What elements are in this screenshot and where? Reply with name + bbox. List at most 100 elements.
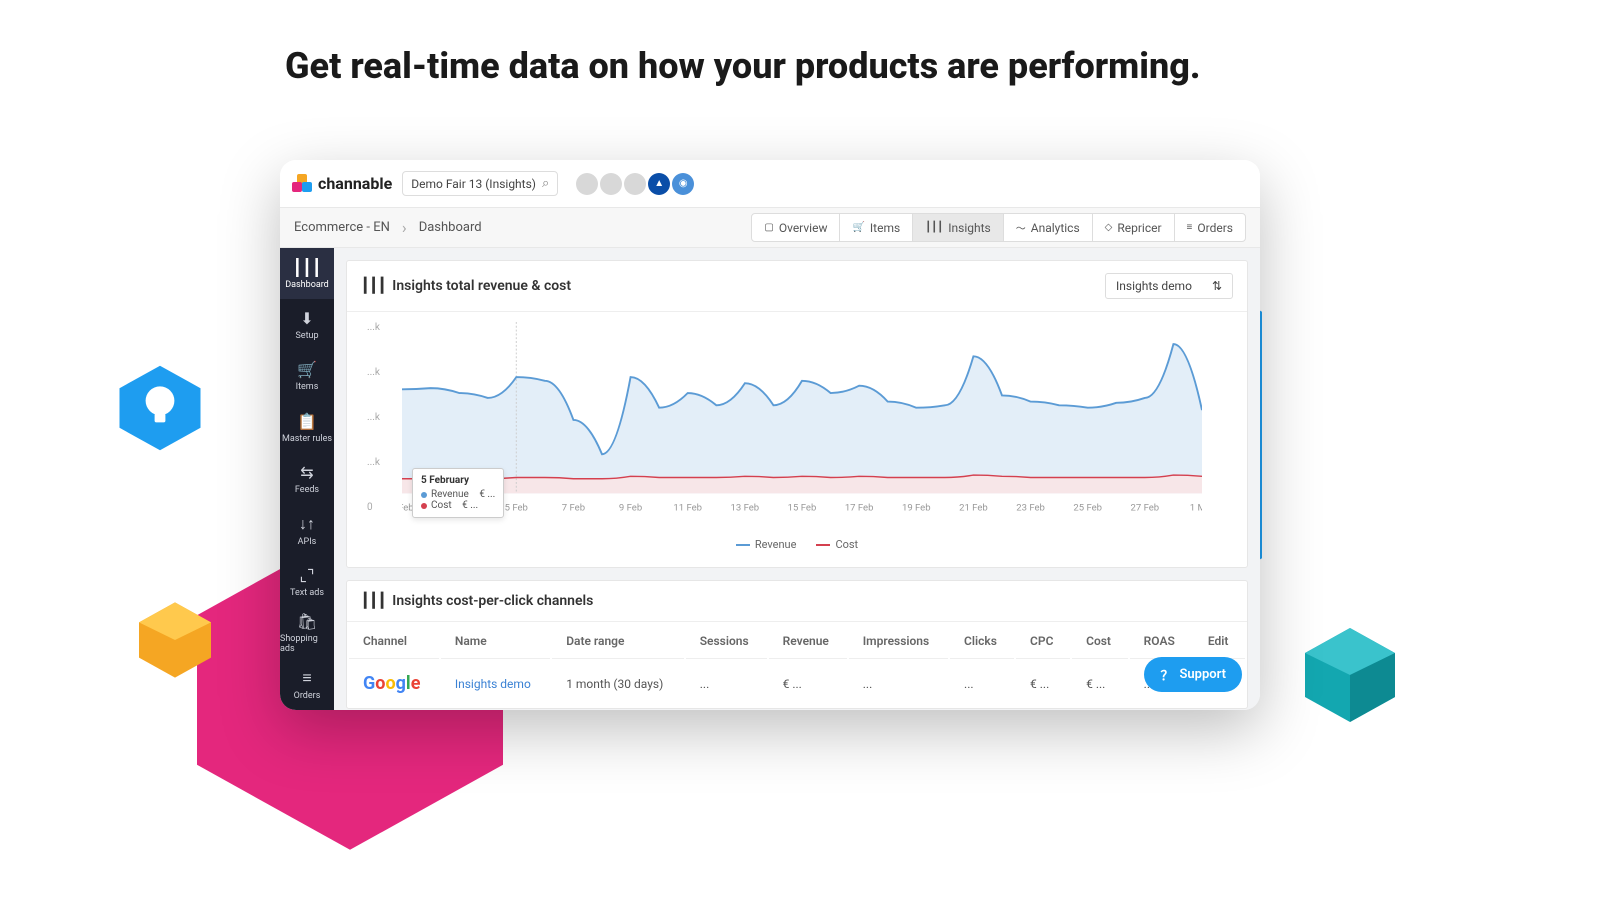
sidebar-icon: ⇆: [300, 463, 313, 482]
content-area: ┃┃┃ Insights total revenue & cost Insigh…: [334, 248, 1260, 710]
sidebar-icon: ↓↑: [299, 514, 315, 534]
svg-text:17 Feb: 17 Feb: [845, 503, 874, 514]
tab-items[interactable]: 🛒Items: [840, 214, 913, 241]
tab-label: Analytics: [1031, 221, 1080, 235]
col-name: Name: [441, 624, 550, 659]
sidebar-item-orders[interactable]: ≡ Orders: [280, 659, 334, 710]
avatar-icon[interactable]: ◉: [672, 173, 694, 195]
y-tick: 0: [367, 502, 373, 513]
breadcrumb-a[interactable]: Ecommerce - EN: [294, 220, 390, 235]
card-header: ┃┃┃ Insights total revenue & cost Insigh…: [347, 261, 1247, 312]
breadcrumb-b[interactable]: Dashboard: [419, 220, 482, 235]
avatar-icon[interactable]: ▲: [648, 173, 670, 195]
chart-body: ...k...k...k...k0 1 Feb3 Feb5 Feb7 Feb9 …: [347, 312, 1247, 567]
sidebar-label: APIs: [298, 537, 317, 547]
tab-icon: ◇: [1105, 222, 1113, 233]
col-sessions: Sessions: [686, 624, 767, 659]
tab-icon: ≡: [1187, 222, 1193, 233]
avatar[interactable]: [576, 173, 598, 195]
caret-icon: ⇅: [1212, 279, 1222, 293]
col-impressions: Impressions: [849, 624, 948, 659]
chart-legend: Revenue Cost: [367, 538, 1227, 551]
col-edit: Edit: [1194, 624, 1245, 659]
card-title: ┃┃┃ Insights cost-per-click channels: [361, 593, 593, 609]
dropdown-label: Insights demo: [1116, 279, 1192, 293]
sidebar-item-shopping-ads[interactable]: 🛍Shopping ads: [280, 607, 334, 658]
sidebar: ┃┃┃ Dashboard ⬇ Setup 🛒 Items 📋Master rules⇆Fe…: [280, 248, 334, 710]
tab-label: Repricer: [1117, 221, 1161, 235]
sidebar-icon: 🛒: [297, 360, 317, 379]
bars-icon: ┃┃┃: [361, 278, 386, 294]
svg-text:11 Feb: 11 Feb: [673, 503, 702, 514]
card-title: ┃┃┃ Insights total revenue & cost: [361, 278, 571, 294]
help-icon: ？: [1160, 665, 1173, 684]
svg-text:7 Feb: 7 Feb: [562, 503, 585, 514]
sidebar-item-items[interactable]: 🛒 Items: [280, 351, 334, 402]
col-revenue: Revenue: [769, 624, 847, 659]
chart-tooltip: 5 February Revenue € ... Cost € ...: [412, 468, 504, 518]
tab-icon: ▢: [764, 222, 773, 233]
sidebar-label: Items: [296, 382, 319, 392]
legend-cost: Cost: [835, 538, 858, 551]
sidebar-item-dashboard[interactable]: ┃┃┃ Dashboard: [280, 248, 334, 299]
project-selector[interactable]: Demo Fair 13 (Insights) ⌕: [402, 171, 558, 196]
tab-label: Orders: [1197, 221, 1233, 235]
col-roas: ROAS: [1130, 624, 1192, 659]
col-cost: Cost: [1072, 624, 1128, 659]
col-channel: Channel: [349, 624, 439, 659]
sidebar-label: Orders: [294, 691, 321, 701]
support-label: Support: [1179, 667, 1226, 682]
tooltip-cost-val: € ...: [462, 500, 478, 511]
sidebar-item-master-rules[interactable]: 📋Master rules: [280, 402, 334, 453]
table-row[interactable]: Google Insights demo 1 month (30 days) .…: [349, 661, 1245, 706]
revenue-cost-card: ┃┃┃ Insights total revenue & cost Insigh…: [346, 260, 1248, 568]
chart-dropdown[interactable]: Insights demo ⇅: [1105, 273, 1233, 299]
tab-label: Insights: [948, 221, 990, 235]
sidebar-item-text-ads[interactable]: ⌞⌝Text ads: [280, 556, 334, 607]
search-icon: ⌕: [542, 176, 549, 191]
y-tick: ...k: [367, 412, 380, 423]
cell-impressions: ...: [849, 661, 948, 706]
sidebar-label: Dashboard: [285, 280, 329, 290]
svg-text:5 Feb: 5 Feb: [505, 503, 528, 514]
svg-text:1 Mar: 1 Mar: [1190, 503, 1202, 514]
sidebar-icon: ≡: [302, 668, 311, 688]
tab-label: Items: [870, 221, 900, 235]
tab-orders[interactable]: ≡ Orders: [1175, 214, 1245, 241]
col-cpc: CPC: [1016, 624, 1070, 659]
tab-repricer[interactable]: ◇ Repricer: [1093, 214, 1175, 241]
sidebar-icon: 📋: [297, 412, 317, 431]
avatar[interactable]: [600, 173, 622, 195]
tab-insights[interactable]: ┃┃┃ Insights: [913, 214, 1004, 241]
brand-logo[interactable]: channable: [292, 174, 392, 194]
y-tick: ...k: [367, 367, 380, 378]
col-clicks: Clicks: [950, 624, 1014, 659]
support-button[interactable]: ？ Support: [1144, 657, 1242, 692]
sidebar-item-setup[interactable]: ⬇ Setup: [280, 299, 334, 350]
sidebar-label: Setup: [295, 331, 318, 341]
sidebar-icon: 🛍: [297, 612, 317, 631]
y-tick: ...k: [367, 322, 380, 333]
sidebar-icon: ┃┃┃: [293, 258, 322, 277]
sidebar-item-apis[interactable]: ↓↑ APIs: [280, 505, 334, 556]
avatar[interactable]: [624, 173, 646, 195]
tooltip-revenue-val: € ...: [479, 489, 495, 500]
tab-icon: ┃┃┃: [925, 222, 943, 233]
cell-name-link[interactable]: Insights demo: [455, 677, 531, 691]
tab-label: Overview: [779, 221, 828, 235]
card-header: ┃┃┃ Insights cost-per-click channels: [347, 581, 1247, 622]
sidebar-icon: ⬇: [300, 309, 313, 328]
table-header-row: ChannelNameDate rangeSessionsRevenueImpr…: [349, 624, 1245, 659]
tab-overview[interactable]: ▢ Overview: [752, 214, 840, 241]
brand-name: channable: [318, 174, 392, 193]
sidebar-label: Text ads: [290, 588, 324, 598]
y-tick: ...k: [367, 457, 380, 468]
avatar-group: ▲ ◉: [576, 173, 694, 195]
svg-text:19 Feb: 19 Feb: [902, 503, 931, 514]
sidebar-item-feeds[interactable]: ⇆Feeds: [280, 453, 334, 504]
hex-teal: [1300, 620, 1400, 730]
tooltip-cost-label: Cost: [431, 500, 452, 511]
legend-revenue: Revenue: [755, 538, 797, 551]
tab-analytics[interactable]: 〜Analytics: [1004, 214, 1093, 241]
cell-channel: Google: [349, 661, 439, 706]
